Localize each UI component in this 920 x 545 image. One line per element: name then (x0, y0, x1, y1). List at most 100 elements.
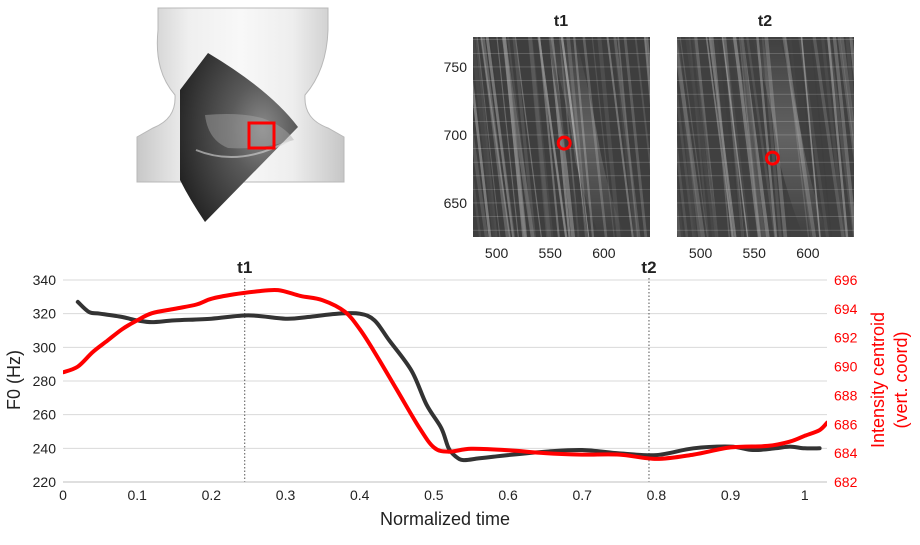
time-marker-label: t1 (237, 258, 252, 277)
roi-square (247, 121, 276, 150)
texture-streak (677, 176, 684, 237)
texture-streak (746, 37, 777, 237)
y-tick-label-left: 300 (33, 339, 57, 355)
texture-streak (473, 128, 489, 237)
line-chart: t1 t2 0 0.1 0.2 0.3 0.4 0.5 0.6 0.7 0.8 0.9 1 220 240… (4, 258, 911, 529)
texture-streak (862, 32, 885, 242)
y-axis-label-right-line2: (vert. coord) (891, 331, 911, 428)
texture-streak (490, 37, 524, 237)
panel-x-tick-label: 500 (689, 245, 713, 261)
ultrasound-edge (195, 139, 291, 159)
y-axis-label-right-line1: Intensity centroid (868, 312, 888, 448)
y-tick-label-right: 694 (834, 301, 858, 317)
panel-t1: t1 (473, 13, 650, 237)
texture-streak (677, 39, 706, 237)
x-tick-label: 0.9 (721, 487, 741, 503)
panel-x-tick-label: 600 (592, 245, 616, 261)
y-tick-label-right: 686 (834, 416, 858, 432)
texture-streak (867, 32, 898, 242)
texture-streak (643, 37, 650, 106)
x-tick-label: 0.6 (498, 487, 518, 503)
texture-streak (644, 37, 650, 86)
texture-streak (810, 37, 833, 237)
texture-streak (721, 37, 749, 237)
centroid-marker-t1 (556, 135, 572, 151)
texture-streak (538, 37, 560, 237)
series-layer (63, 287, 827, 463)
chart-gridlines (63, 279, 827, 449)
texture-streak (691, 37, 719, 237)
f0-series-line (75, 299, 822, 463)
texture-streak (480, 37, 510, 237)
y-tick-label-right: 684 (834, 445, 858, 461)
texture-streak (717, 37, 744, 237)
x-tick-label: 0.7 (572, 487, 592, 503)
texture-streak (827, 37, 849, 237)
texture-streak (496, 37, 519, 237)
texture-streak (869, 32, 888, 242)
x-tick-label: 0.4 (350, 487, 370, 503)
x-tick-label: 0 (59, 487, 67, 503)
texture-streak (475, 37, 498, 237)
texture-streak (839, 37, 854, 152)
texture-streak (480, 37, 511, 237)
panel-x-tick-label: 500 (485, 245, 509, 261)
x-tick-label: 0.2 (202, 487, 222, 503)
y-tick-label-left: 240 (33, 440, 57, 456)
texture-streak (677, 85, 695, 237)
x-tick-label: 0.1 (127, 487, 147, 503)
texture-streak (613, 37, 641, 237)
y-tick-label-left: 220 (33, 474, 57, 490)
panel-y-tick-label: 700 (444, 127, 468, 143)
panel-t1-gridlines (473, 39, 650, 231)
x-axis-label: Normalized time (380, 509, 510, 529)
panel-t2-title: t2 (758, 13, 772, 30)
y-tick-label-left: 260 (33, 407, 57, 423)
texture-streak (679, 37, 708, 237)
texture-streak (606, 37, 634, 237)
x-tick-label: 0.5 (424, 487, 444, 503)
texture-streak (473, 37, 497, 237)
texture-streak (845, 37, 854, 138)
texture-streak (812, 37, 845, 237)
texture-streak (739, 37, 765, 237)
texture-streak (730, 37, 759, 237)
panel-x-tick-label: 600 (796, 245, 820, 261)
centroid-series-line (63, 287, 827, 461)
centroid-marker-t2 (764, 150, 780, 166)
texture-streak (869, 32, 890, 242)
x-tick-label: 0.8 (647, 487, 667, 503)
texture-streak (685, 37, 717, 237)
y-tick-label-right: 696 (834, 272, 858, 288)
texture-streak (874, 32, 892, 242)
panel-t2-bright-band (752, 37, 829, 237)
texture-streak (677, 199, 682, 237)
ultrasound-fan (180, 53, 298, 222)
texture-streak (738, 37, 763, 237)
texture-streak (837, 37, 854, 163)
texture-streak (488, 37, 516, 237)
panel-y-tick-label: 750 (444, 59, 468, 75)
texture-streak (710, 37, 730, 237)
panel-x-tick-label: 550 (539, 245, 563, 261)
panel-x-tick-label: 550 (743, 245, 767, 261)
texture-streak (832, 37, 854, 237)
time-marker-label: t2 (641, 258, 656, 277)
y-tick-label-right: 688 (834, 387, 858, 403)
y-tick-label-left: 280 (33, 373, 57, 389)
texture-streak (512, 37, 536, 237)
texture-streak (597, 37, 621, 237)
texture-streak (528, 37, 552, 237)
texture-streak (485, 37, 516, 237)
time-markers: t1 t2 (237, 258, 657, 482)
y-tick-label-right: 690 (834, 359, 858, 375)
texture-streak (473, 79, 492, 237)
panel-t2: t2 (677, 13, 898, 242)
texture-streak (677, 139, 689, 237)
texture-streak (723, 37, 745, 237)
y-tick-label-right: 682 (834, 474, 858, 490)
texture-streak (634, 37, 650, 171)
panel-t1-title: t1 (554, 13, 568, 30)
texture-streak (514, 37, 542, 237)
